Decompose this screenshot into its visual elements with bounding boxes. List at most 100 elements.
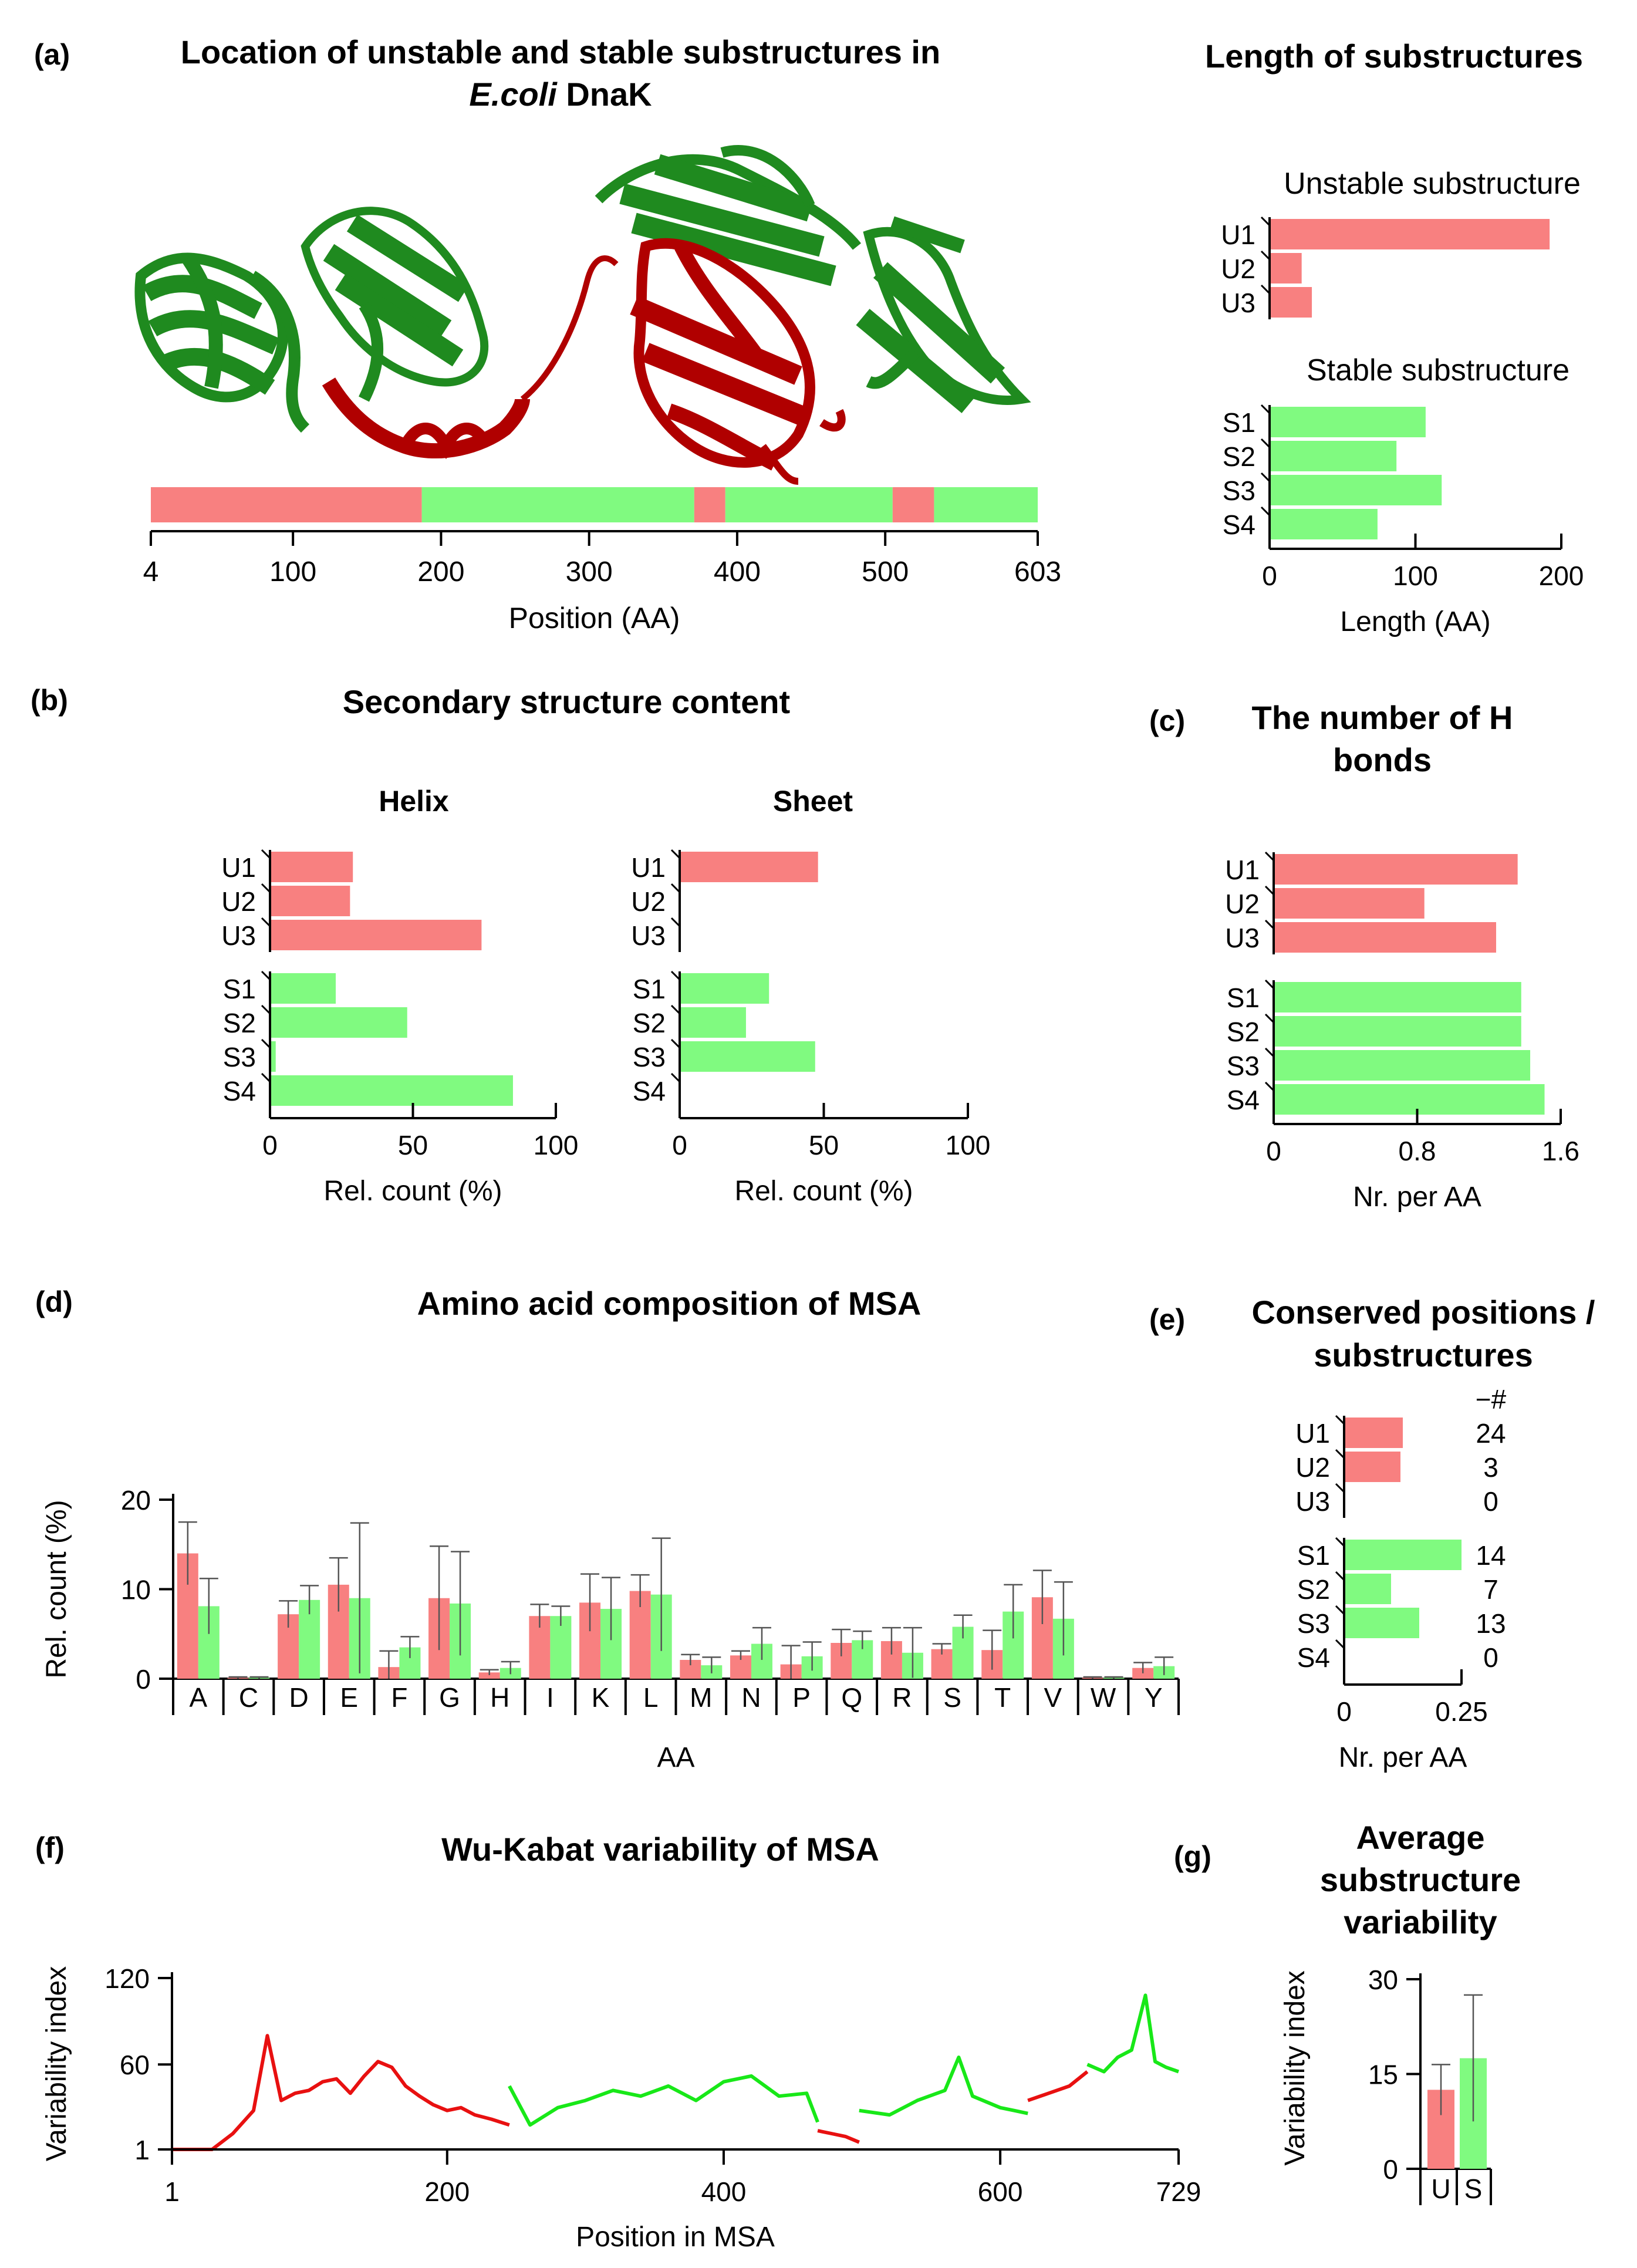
bar-U1 bbox=[1271, 219, 1550, 249]
panel-a-title-italic: E.coli bbox=[469, 76, 558, 113]
category-tick bbox=[670, 849, 681, 859]
x-axis-title: Rel. count (%) bbox=[734, 1176, 913, 1207]
bar-S4 bbox=[1271, 509, 1378, 539]
category-label-N: N bbox=[741, 1682, 761, 1713]
category-label-T: T bbox=[994, 1682, 1011, 1713]
bar-stable-I bbox=[550, 1616, 572, 1679]
category-label-S1: S1 bbox=[1297, 1540, 1330, 1571]
panel-e-title-line2: substructures bbox=[1314, 1337, 1533, 1373]
x-tick-label: 0 bbox=[262, 1130, 278, 1160]
category-tick bbox=[1335, 1415, 1345, 1425]
avg-variability-chart: 0 15 30 U S Variability index bbox=[1280, 1965, 1492, 2205]
panel-a-title-line2: E.coli DnaK bbox=[469, 76, 652, 113]
bar-U1 bbox=[681, 852, 818, 882]
category-label-Q: Q bbox=[841, 1682, 862, 1713]
category-tick bbox=[261, 1004, 271, 1015]
y-axis-title: Variability index bbox=[1280, 1970, 1311, 2166]
category-label-S3: S3 bbox=[633, 1042, 666, 1072]
category-label-S4: S4 bbox=[1227, 1085, 1260, 1115]
bar-S1 bbox=[1271, 407, 1426, 437]
variability-line-unstable bbox=[817, 2129, 860, 2144]
panel-e-title-line1: Conserved positions / bbox=[1252, 1294, 1595, 1331]
count-label-S3: 13 bbox=[1476, 1608, 1506, 1639]
panel-a-title-rest: DnaK bbox=[557, 76, 652, 113]
bar-U1 bbox=[271, 852, 353, 882]
bar-S2 bbox=[1345, 1574, 1391, 1604]
category-label-S3: S3 bbox=[1297, 1608, 1330, 1639]
category-tick bbox=[1335, 1571, 1345, 1581]
variability-line-unstable bbox=[172, 2034, 510, 2151]
category-label-M: M bbox=[690, 1682, 712, 1713]
x-tick-label: 600 bbox=[978, 2176, 1023, 2207]
position-bar-chart: 4 100 200 300 400 500 603 Position (AA) bbox=[143, 487, 1061, 635]
position-segment-unstable bbox=[151, 487, 422, 522]
category-label-S1: S1 bbox=[223, 974, 256, 1004]
category-label-S2: S2 bbox=[1227, 1017, 1260, 1047]
category-tick bbox=[1335, 1639, 1345, 1649]
category-label-S4: S4 bbox=[1297, 1642, 1330, 1673]
category-label-U2: U2 bbox=[1295, 1452, 1330, 1483]
category-label-S4: S4 bbox=[633, 1076, 666, 1106]
category-label-U3: U3 bbox=[1221, 288, 1255, 318]
panel-f-label: (f) bbox=[35, 1831, 65, 1864]
category-label-U1: U1 bbox=[221, 852, 256, 883]
category-tick bbox=[670, 970, 681, 981]
helix-title: Helix bbox=[379, 785, 449, 818]
bar-U3 bbox=[1271, 287, 1312, 318]
bar-U1 bbox=[1275, 854, 1518, 885]
protein-ribbon-structure-icon bbox=[134, 145, 1031, 485]
x-tick-label: 0 bbox=[1262, 561, 1277, 591]
x-tick-label: 400 bbox=[714, 556, 761, 588]
length-stable-title: Stable substructure bbox=[1307, 353, 1570, 387]
x-tick-label: 4 bbox=[143, 556, 159, 588]
panel-a-title-line1: Location of unstable and stable substruc… bbox=[181, 33, 940, 70]
category-tick bbox=[1264, 1013, 1275, 1024]
category-label-S3: S3 bbox=[1227, 1051, 1260, 1081]
variability-line-stable bbox=[859, 2056, 1028, 2117]
category-label-U1: U1 bbox=[631, 852, 666, 883]
category-label-F: F bbox=[391, 1682, 407, 1713]
x-tick-label: 729 bbox=[1156, 2176, 1201, 2207]
x-tick-label: 1.6 bbox=[1542, 1136, 1579, 1166]
position-segment-stable bbox=[725, 487, 893, 522]
length-unstable-title: Unstable substructure bbox=[1284, 167, 1581, 201]
category-tick bbox=[261, 1038, 271, 1049]
count-label-S2: 7 bbox=[1483, 1574, 1498, 1605]
category-label-V: V bbox=[1044, 1682, 1062, 1713]
panel-c-title-line1: The number of H bbox=[1252, 699, 1513, 736]
bar-S1 bbox=[681, 973, 769, 1004]
category-tick bbox=[670, 917, 681, 927]
x-tick-label: 400 bbox=[701, 2176, 747, 2207]
category-label-E: E bbox=[340, 1682, 358, 1713]
category-tick bbox=[1260, 438, 1271, 448]
count-label-U1: 24 bbox=[1476, 1418, 1506, 1449]
x-tick-label: 50 bbox=[398, 1130, 428, 1160]
category-tick bbox=[670, 883, 681, 893]
category-label-U1: U1 bbox=[1221, 220, 1255, 250]
category-label-Y: Y bbox=[1145, 1682, 1163, 1713]
panel-g-label: (g) bbox=[1174, 1840, 1211, 1873]
bar-S2 bbox=[1271, 441, 1397, 471]
category-label-U2: U2 bbox=[1225, 889, 1260, 919]
category-tick bbox=[1335, 1483, 1345, 1493]
conserved-count-header: −# bbox=[1476, 1384, 1507, 1415]
category-label-S2: S2 bbox=[1297, 1574, 1330, 1605]
count-label-S1: 14 bbox=[1476, 1540, 1506, 1571]
category-tick bbox=[670, 1072, 681, 1083]
category-label-R: R bbox=[892, 1682, 912, 1713]
category-tick bbox=[1260, 472, 1271, 482]
bar-unstable-H bbox=[478, 1672, 500, 1679]
variability-line-stable bbox=[508, 2074, 819, 2127]
category-label-S2: S2 bbox=[1223, 441, 1255, 472]
position-segment-stable bbox=[421, 487, 694, 522]
category-label-U2: U2 bbox=[631, 886, 666, 917]
x-axis-title: Rel. count (%) bbox=[323, 1176, 502, 1207]
category-label-S1: S1 bbox=[1223, 407, 1255, 438]
category-label-S4: S4 bbox=[223, 1076, 256, 1106]
panel-b-label: (b) bbox=[31, 684, 68, 717]
bar-U2 bbox=[1345, 1452, 1400, 1482]
panel-a-label: (a) bbox=[34, 38, 70, 71]
x-tick-label: 0 bbox=[1336, 1696, 1352, 1727]
